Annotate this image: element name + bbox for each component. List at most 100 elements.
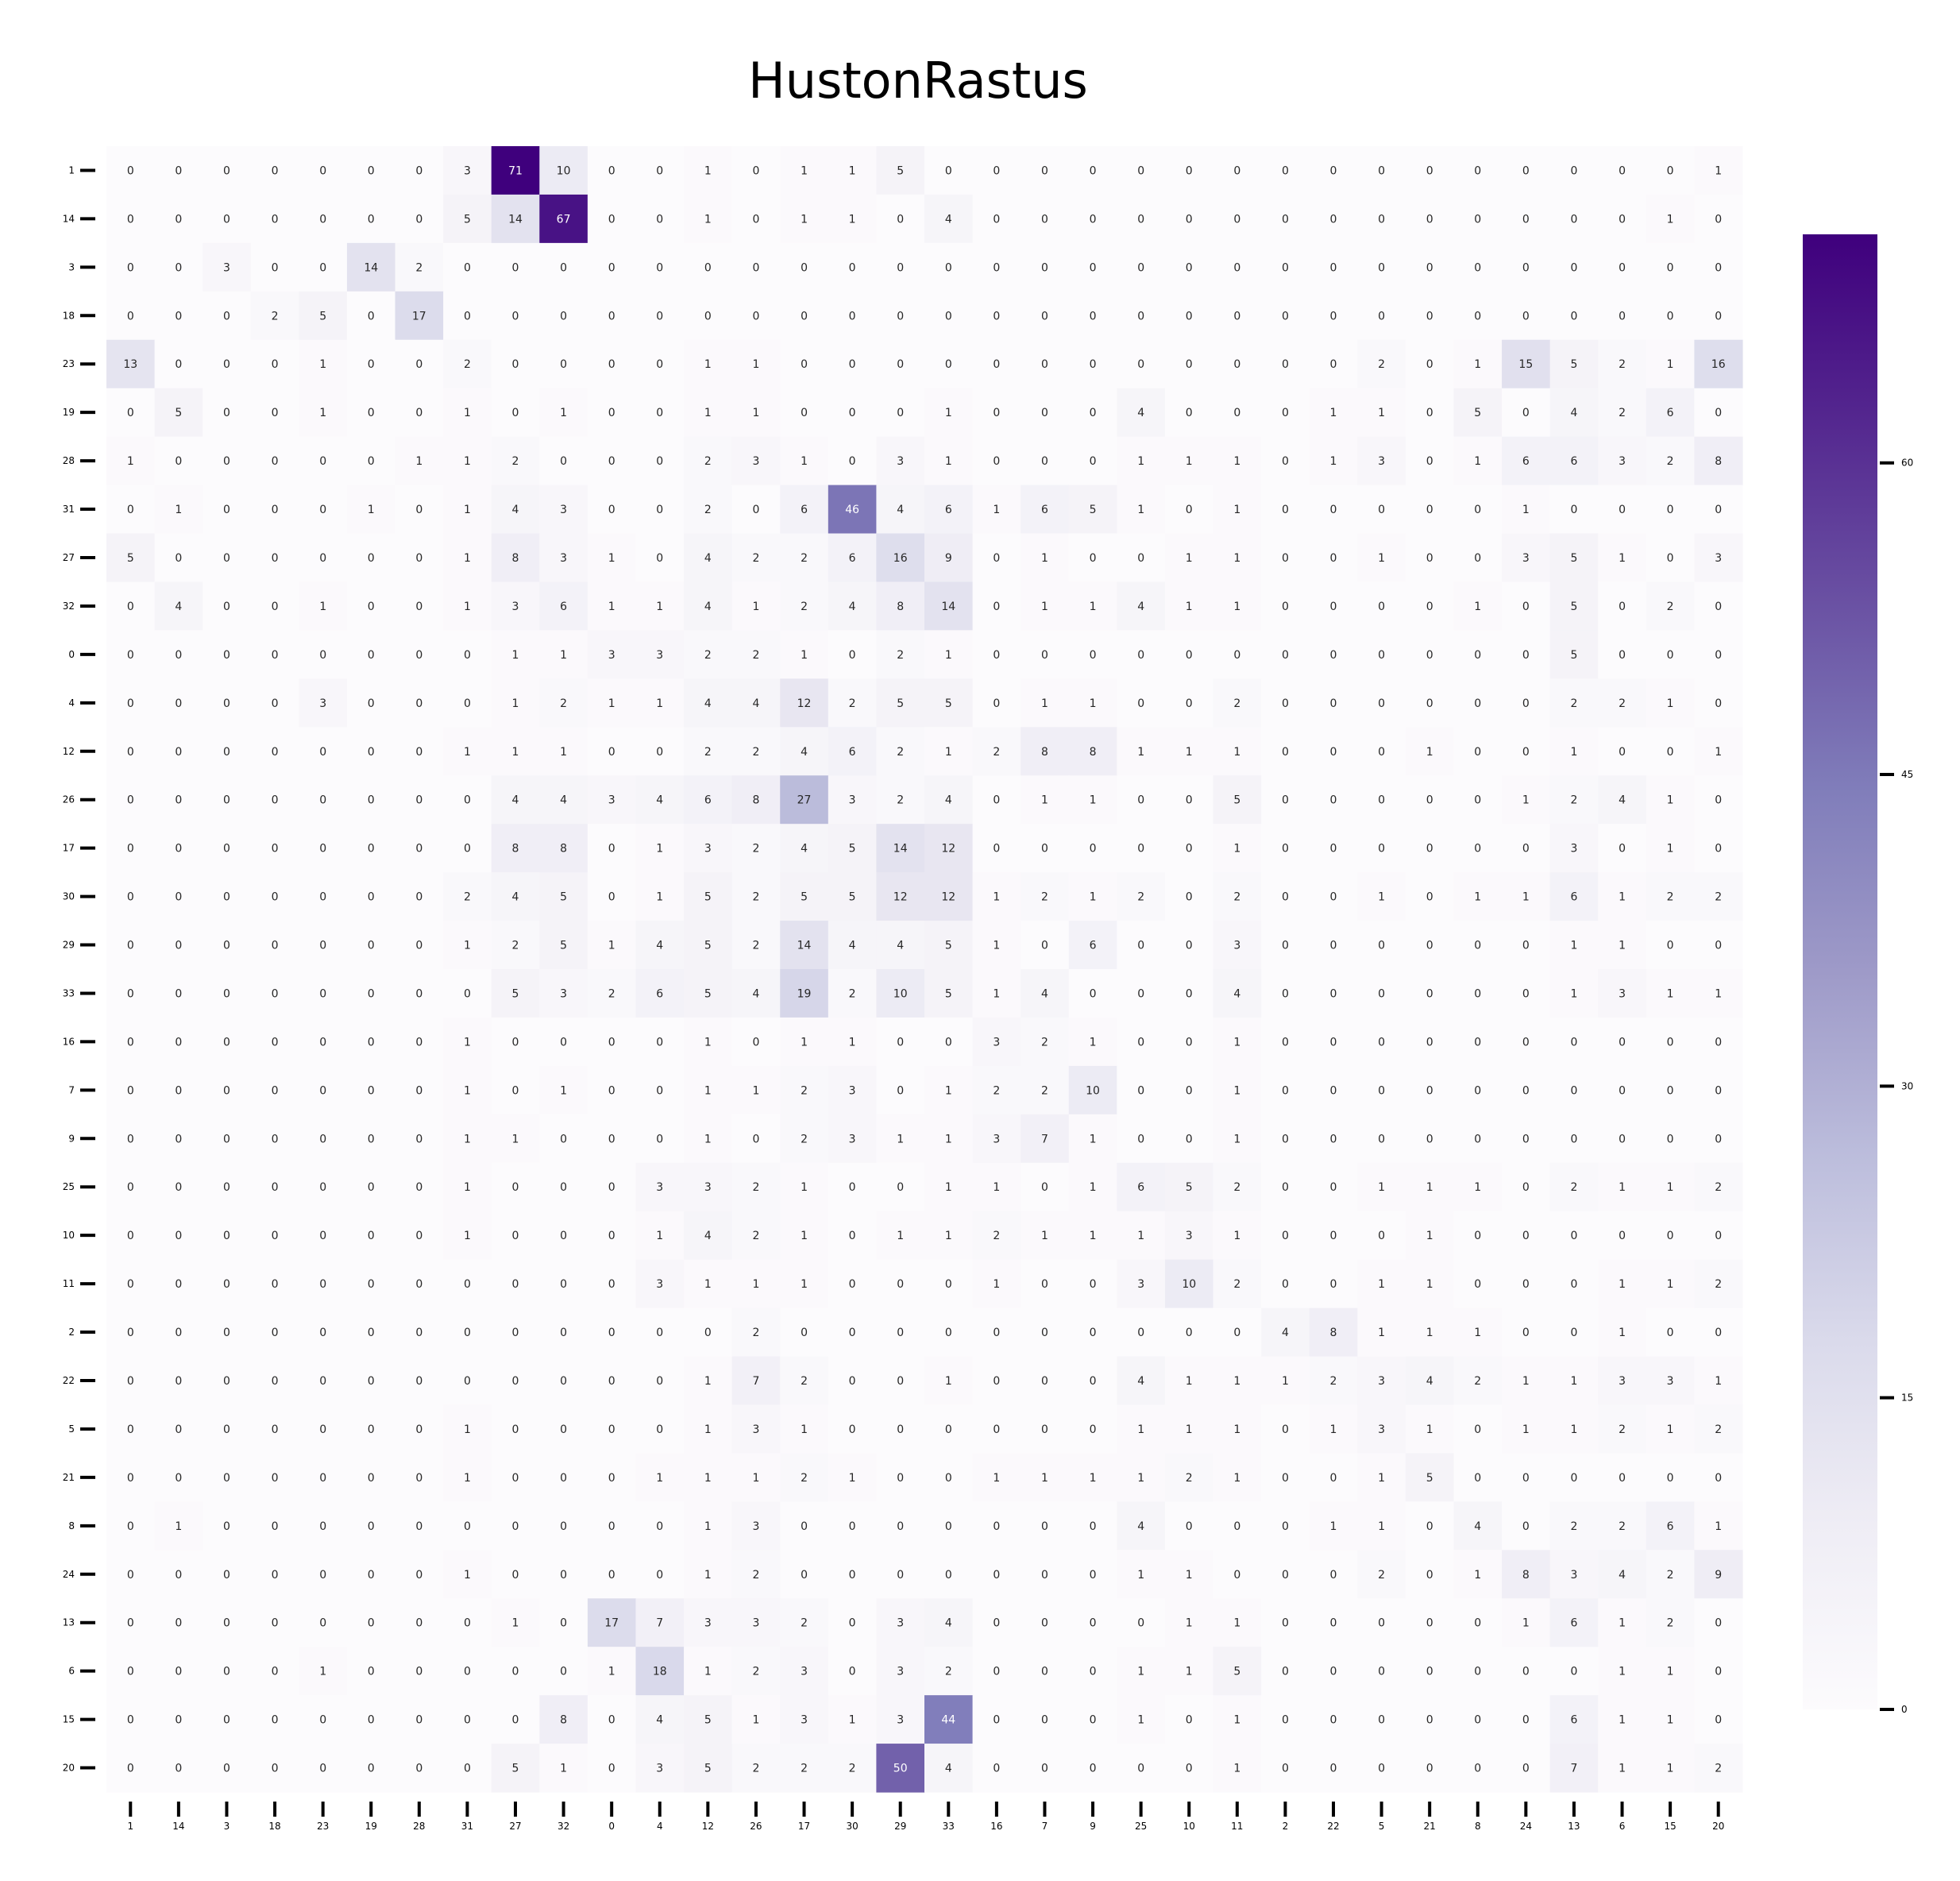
cell-value-label: 3 — [223, 261, 230, 274]
heatmap-cell — [780, 1211, 829, 1261]
cell-value-label: 0 — [1715, 1666, 1722, 1678]
cell-value-label: 0 — [1570, 1036, 1577, 1049]
cell-value-label: 0 — [175, 455, 182, 468]
cell-value-label: 0 — [272, 552, 279, 565]
heatmap-cell — [250, 339, 299, 389]
heatmap-cell — [635, 1453, 685, 1502]
heatmap-cell — [972, 1453, 1021, 1502]
colorbar-tick-label: 15 — [1901, 1392, 1913, 1404]
cell-value-label: 0 — [608, 1375, 615, 1388]
heatmap-cell — [203, 194, 252, 244]
cell-value-label: 0 — [993, 1520, 1000, 1533]
cell-value-label: 0 — [1090, 358, 1097, 371]
heatmap-cell — [1309, 1744, 1358, 1793]
heatmap-cell — [154, 1598, 203, 1647]
heatmap-cell — [395, 339, 444, 389]
cell-value-label: 1 — [993, 1472, 1000, 1485]
heatmap-cell — [972, 1017, 1021, 1067]
cell-value-label: 0 — [1282, 746, 1289, 759]
heatmap-cell — [1405, 775, 1455, 825]
heatmap-cell — [203, 1744, 252, 1793]
heatmap-cell — [1502, 775, 1551, 825]
heatmap-cell — [1549, 194, 1599, 244]
heatmap-cell — [1453, 1162, 1503, 1212]
cell-value-label: 0 — [1282, 987, 1289, 1000]
heatmap-cell — [1213, 1017, 1262, 1067]
heatmap-cell — [684, 1647, 733, 1696]
cell-value-label: 1 — [1378, 1181, 1385, 1194]
cell-value-label: 10 — [893, 987, 908, 1000]
heatmap-cell — [1598, 1404, 1647, 1454]
heatmap-cell — [587, 1647, 637, 1696]
cell-value-label: 0 — [175, 552, 182, 565]
cell-value-label: 0 — [175, 261, 182, 274]
heatmap-cell — [539, 1453, 588, 1502]
cell-value-label: 1 — [1090, 601, 1097, 613]
heatmap-cell — [684, 194, 733, 244]
heatmap-cell — [203, 1404, 252, 1454]
heatmap-cell — [924, 1307, 974, 1358]
cell-value-label: 1 — [1715, 1375, 1722, 1388]
cell-value-label: 9 — [1715, 1569, 1722, 1582]
heatmap-cell — [635, 1744, 685, 1793]
heatmap-cell — [924, 969, 974, 1018]
y-tick-label: 1 — [68, 164, 75, 176]
cell-value-label: 17 — [412, 310, 426, 323]
heatmap-cell — [203, 727, 252, 776]
cell-value-label: 0 — [608, 504, 615, 516]
heatmap-cell — [780, 1017, 829, 1067]
cell-value-label: 0 — [1619, 310, 1626, 323]
cell-value-label: 0 — [1619, 1036, 1626, 1049]
heatmap-cell — [924, 1598, 974, 1647]
cell-value-label: 0 — [1330, 601, 1337, 613]
heatmap-cell — [684, 630, 733, 679]
heatmap-cell — [1357, 1598, 1406, 1647]
cell-value-label: 0 — [223, 310, 230, 323]
heatmap-cell — [1261, 485, 1310, 535]
cell-value-label: 0 — [1426, 455, 1433, 468]
heatmap-cell — [1502, 146, 1551, 195]
cell-value-label: 0 — [368, 1763, 375, 1775]
heatmap-cell — [346, 581, 396, 632]
cell-value-label: 0 — [1667, 1327, 1674, 1339]
heatmap-cell — [780, 824, 829, 873]
cell-value-label: 0 — [368, 794, 375, 807]
heatmap-cell — [346, 1404, 396, 1454]
x-tick-label: 18 — [268, 1821, 280, 1832]
heatmap-cell — [299, 1744, 348, 1793]
cell-value-label: 0 — [175, 1666, 182, 1678]
cell-value-label: 1 — [801, 1278, 808, 1291]
cell-value-label: 1 — [1667, 1278, 1674, 1291]
heatmap-cell — [924, 1065, 974, 1115]
heatmap-cell — [1309, 921, 1358, 970]
cell-value-label: 0 — [1378, 1084, 1385, 1097]
cell-value-label: 1 — [1619, 1617, 1626, 1630]
heatmap-cell — [1646, 436, 1696, 486]
heatmap-cell — [491, 678, 540, 728]
cell-value-label: 5 — [849, 843, 856, 856]
heatmap-cell — [684, 921, 733, 970]
y-tick-label: 7 — [68, 1084, 75, 1095]
heatmap-cell — [1213, 1453, 1262, 1502]
heatmap-cell — [1357, 533, 1406, 583]
cell-value-label: 3 — [608, 649, 615, 662]
y-tick-label: 26 — [63, 794, 75, 805]
cell-value-label: 3 — [319, 697, 326, 710]
heatmap-cell — [443, 1356, 492, 1406]
heatmap-cell — [1213, 1307, 1262, 1358]
cell-value-label: 0 — [801, 310, 808, 323]
heatmap-cell — [1117, 436, 1166, 486]
cell-value-label: 0 — [319, 213, 326, 226]
heatmap-cell — [731, 1307, 781, 1358]
cell-value-label: 2 — [801, 1375, 808, 1388]
cell-value-label: 0 — [608, 1133, 615, 1145]
cell-value-label: 0 — [1090, 213, 1097, 226]
heatmap-cell — [1068, 1695, 1117, 1744]
cell-value-label: 4 — [1137, 1520, 1144, 1533]
cell-value-label: 6 — [560, 601, 567, 613]
cell-value-label: 1 — [1186, 1569, 1193, 1582]
heatmap-cell — [1549, 339, 1599, 389]
cell-value-label: 0 — [560, 1423, 567, 1436]
heatmap-cell — [106, 1356, 156, 1406]
cell-value-label: 0 — [1330, 213, 1337, 226]
